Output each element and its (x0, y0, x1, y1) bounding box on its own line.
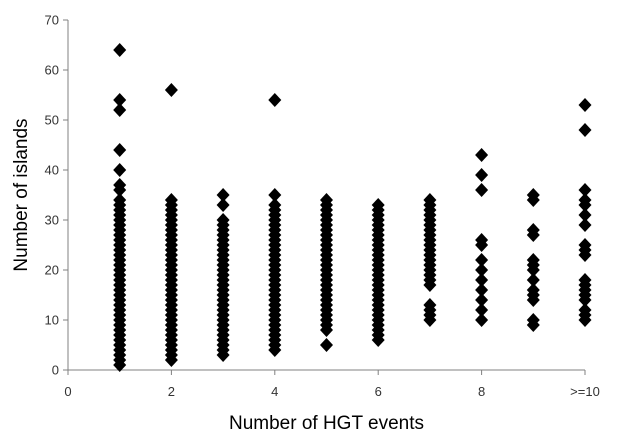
x-tick-label: 4 (271, 384, 278, 399)
data-point (578, 208, 592, 222)
data-point (475, 303, 489, 317)
data-point (268, 93, 282, 107)
data-point (113, 193, 127, 207)
data-point (475, 293, 489, 307)
data-point (268, 198, 282, 212)
y-tick-label: 70 (45, 13, 59, 28)
y-tick-label: 0 (52, 363, 59, 378)
x-tick-label: 0 (64, 384, 71, 399)
data-point (578, 273, 592, 287)
data-point (268, 188, 282, 202)
data-point (526, 283, 540, 297)
y-tick-label: 10 (45, 313, 59, 328)
y-tick-label: 30 (45, 213, 59, 228)
data-point (113, 93, 127, 107)
data-point (578, 303, 592, 317)
data-point (526, 188, 540, 202)
data-point (475, 168, 489, 182)
data-point (164, 193, 178, 207)
data-point (475, 233, 489, 247)
data-point (526, 313, 540, 327)
x-axis-title: Number of HGT events (229, 413, 424, 434)
data-point (578, 193, 592, 207)
y-tick-label: 50 (45, 113, 59, 128)
data-point (113, 103, 127, 117)
data-point (526, 253, 540, 267)
data-point (475, 183, 489, 197)
y-tick-label: 20 (45, 263, 59, 278)
y-tick-label: 40 (45, 163, 59, 178)
axes (67, 20, 585, 371)
x-tick-label: 8 (478, 384, 485, 399)
y-axis-ticks: 0 10 20 30 40 50 60 70 (45, 13, 68, 378)
data-points (113, 43, 592, 372)
data-point (578, 98, 592, 112)
data-point (164, 83, 178, 97)
data-point (475, 253, 489, 267)
data-point (475, 263, 489, 277)
x-tick-label: >=10 (570, 384, 600, 399)
data-point (216, 188, 230, 202)
data-point (371, 198, 385, 212)
data-point (475, 273, 489, 287)
data-point (423, 193, 437, 207)
data-point (216, 213, 230, 227)
data-point (113, 143, 127, 157)
x-tick-label: 6 (375, 384, 382, 399)
x-axis-ticks: 0 2 4 6 8 >=10 (64, 370, 600, 399)
data-point (320, 338, 333, 352)
data-point (216, 198, 230, 212)
data-point (475, 313, 489, 327)
data-point (578, 238, 592, 252)
data-point (113, 178, 127, 192)
data-point (320, 193, 333, 207)
data-point (423, 298, 437, 312)
x-tick-label: 2 (168, 384, 175, 399)
data-point (113, 163, 127, 177)
data-point (526, 223, 540, 237)
data-point (526, 273, 540, 287)
data-point (475, 283, 489, 297)
data-point (578, 218, 592, 232)
y-axis-title: Number of islands (11, 118, 32, 271)
data-point (578, 123, 592, 137)
data-point (578, 183, 592, 197)
y-tick-label: 60 (45, 63, 59, 78)
data-point (113, 43, 127, 57)
data-point (475, 148, 489, 162)
